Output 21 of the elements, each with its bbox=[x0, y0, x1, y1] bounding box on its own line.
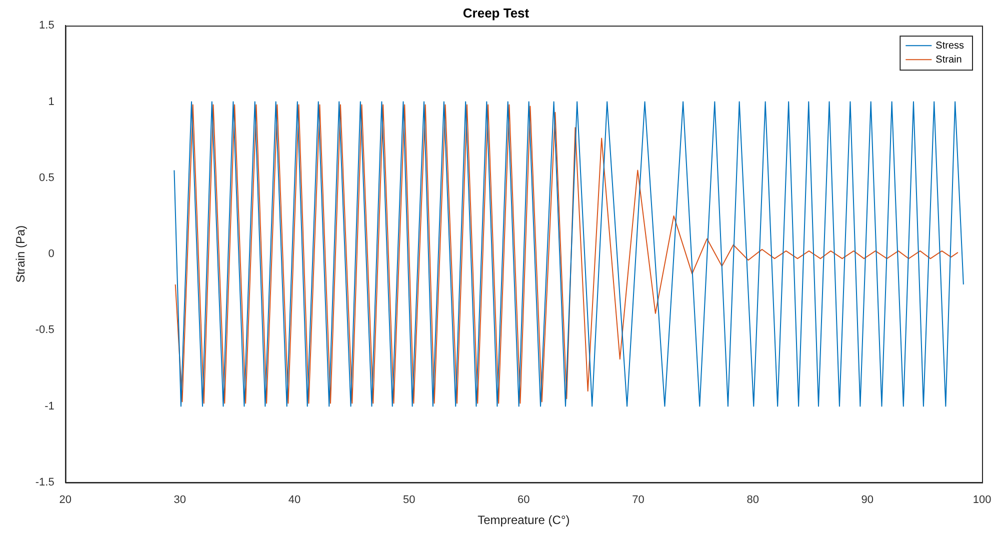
x-tick-label: 20 bbox=[59, 494, 72, 506]
y-tick-label: 0 bbox=[48, 248, 54, 260]
legend-label: Strain bbox=[936, 54, 962, 66]
legend-label: Stress bbox=[936, 40, 964, 52]
x-tick-label: 90 bbox=[861, 494, 874, 506]
x-tick-label: 30 bbox=[174, 494, 186, 506]
y-tick-label: 0.5 bbox=[39, 172, 54, 184]
y-tick-label: 1 bbox=[48, 96, 54, 108]
y-tick-label: 1.5 bbox=[39, 20, 54, 32]
x-tick-label: 50 bbox=[402, 494, 416, 506]
y-axis-title: Strain (Pa) bbox=[14, 225, 28, 283]
y-tick-label: -0.5 bbox=[35, 324, 54, 336]
x-tick-label: 100 bbox=[972, 494, 992, 506]
x-tick-label: 60 bbox=[518, 494, 530, 506]
y-tick-label: -1.5 bbox=[35, 476, 54, 488]
chart-title: Creep Test bbox=[462, 5, 530, 20]
x-tick-label: 40 bbox=[288, 494, 301, 506]
y-tick-label: -1 bbox=[44, 400, 54, 412]
x-tick-label: 80 bbox=[746, 494, 759, 506]
x-axis-title: Tempreature (C°) bbox=[478, 513, 570, 528]
x-tick-label: 70 bbox=[632, 494, 644, 506]
